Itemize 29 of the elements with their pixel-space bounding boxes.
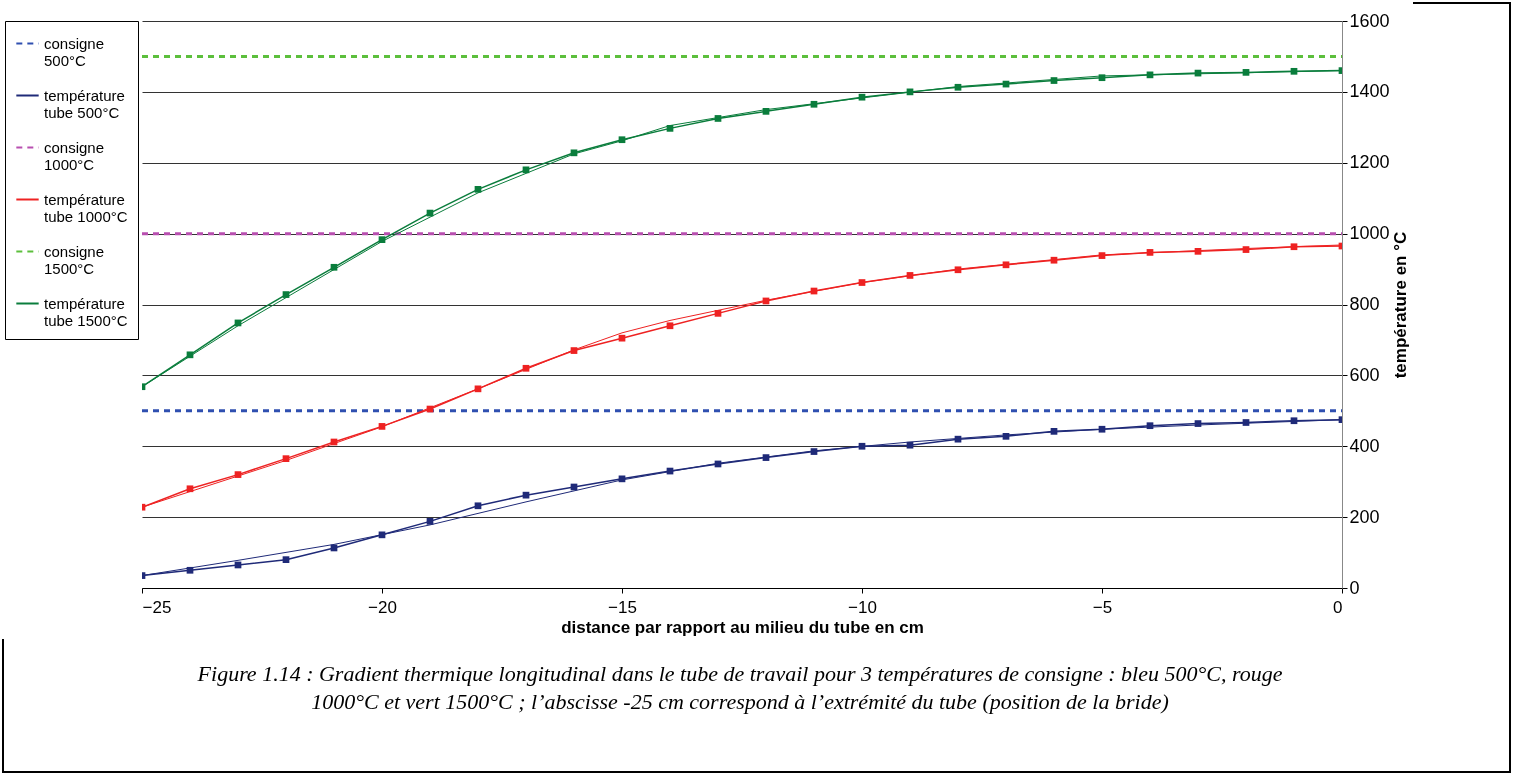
legend-label: température tube 1500°C	[44, 294, 128, 329]
legend-label: température tube 500°C	[44, 86, 125, 121]
y-tick-label: 800	[1349, 294, 1380, 314]
x-tick-label: −10	[848, 597, 877, 617]
legend-label: température tube 1000°C	[44, 190, 128, 225]
y-tick-label: 200	[1349, 506, 1380, 527]
point	[474, 502, 482, 510]
x-tick-label: 0	[1333, 597, 1343, 617]
y-tick-label: 1400	[1349, 81, 1390, 102]
caption: Figure 1.14 : Gradient thermique longitudinal dans le tube de travail pour 3 températures de consigne : bleu 500°C, rouge 1000°C et vert 1500°C ; l’abscisse -25 cm correspond à l’extrémité du tube (position de la bride)	[196, 660, 1284, 716]
legend-label: consigne 1500°C	[44, 242, 105, 277]
point	[282, 556, 290, 563]
x-tick-label: −20	[368, 597, 397, 617]
x-axis-title: distance par rapport au milieu du tube en cm	[561, 617, 924, 637]
y-tick-label: 1600	[1349, 10, 1390, 31]
y-tick-label: 600	[1349, 364, 1380, 385]
y-tick-label: 0	[1349, 577, 1360, 598]
legend-label: consigne 500°C	[44, 34, 105, 69]
legend-label: consigne 1000°C	[44, 138, 105, 173]
x-tick-label: −25	[142, 597, 172, 617]
point	[522, 491, 530, 499]
point	[666, 322, 674, 330]
y-tick-label: 400	[1349, 435, 1380, 456]
x-tick-label: −15	[608, 597, 637, 617]
y-tick-label: 1000	[1349, 223, 1390, 244]
point	[618, 334, 626, 342]
y-tick-label: 1200	[1349, 152, 1390, 173]
y-axis-title: température en °C	[1390, 231, 1410, 379]
x-tick-label: −5	[1092, 597, 1113, 617]
